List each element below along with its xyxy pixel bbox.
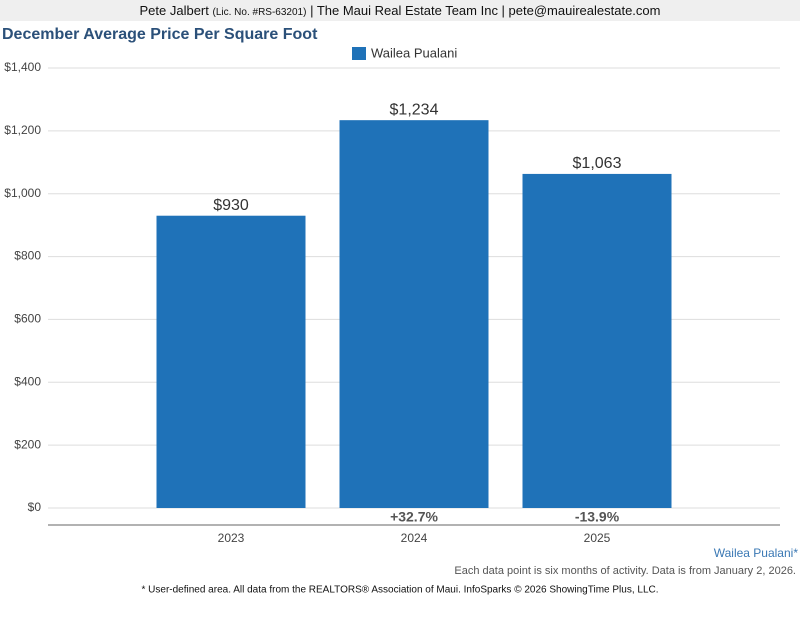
legend-swatch <box>352 47 366 60</box>
y-tick-label: $1,200 <box>4 123 41 137</box>
x-tick-label: 2024 <box>401 531 428 545</box>
value-label: $930 <box>213 197 249 214</box>
header: Pete Jalbert (Lic. No. #RS-63201) | The … <box>0 0 800 21</box>
license: (Lic. No. #RS-63201) <box>212 7 307 18</box>
agent-name: Pete Jalbert <box>139 3 209 18</box>
bar <box>156 215 306 508</box>
change-label: -13.9% <box>575 509 620 525</box>
value-label: $1,063 <box>573 155 622 172</box>
y-tick-label: $1,400 <box>4 60 41 74</box>
value-label: $1,234 <box>390 101 439 118</box>
x-tick-label: 2025 <box>584 531 611 545</box>
agency: | The Maui Real Estate Team Inc | pete@m… <box>310 3 661 18</box>
x-tick-label: 2023 <box>218 531 245 545</box>
credit: * User-defined area. All data from the R… <box>141 585 658 596</box>
note: Each data point is six months of activit… <box>454 565 796 577</box>
y-tick-label: $400 <box>14 374 41 388</box>
bar <box>522 173 672 508</box>
chart: December Average Price Per Square Foot W… <box>2 26 799 596</box>
y-tick-label: $600 <box>14 312 41 326</box>
y-tick-label: $200 <box>14 437 41 451</box>
legend-label: Wailea Pualani <box>371 45 457 60</box>
y-tick-label: $1,000 <box>4 186 41 200</box>
chart-title: December Average Price Per Square Foot <box>2 26 318 43</box>
y-tick-label: $0 <box>28 500 42 514</box>
change-label: +32.7% <box>390 509 438 525</box>
page: Pete Jalbert (Lic. No. #RS-63201) | The … <box>0 0 800 596</box>
area-label: Wailea Pualani* <box>714 546 799 560</box>
y-tick-label: $800 <box>14 249 41 263</box>
bar <box>339 120 489 509</box>
